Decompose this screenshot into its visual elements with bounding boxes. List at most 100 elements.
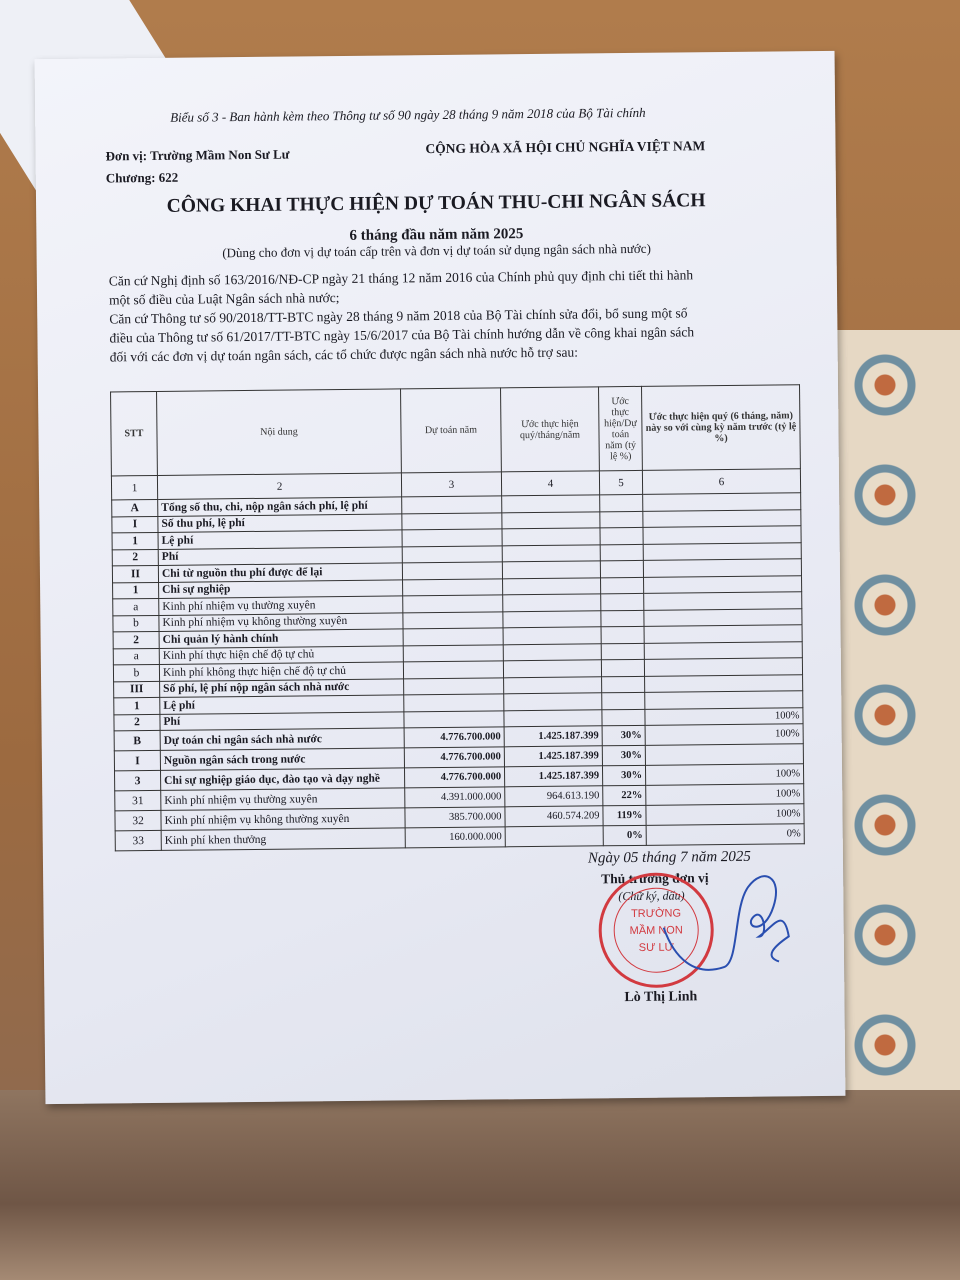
row-actual: 1.425.187.399 bbox=[504, 765, 603, 787]
signer-name: Lò Thị Linh bbox=[624, 989, 698, 1006]
row-yoy: 100% bbox=[645, 763, 804, 786]
row-yoy: 100% bbox=[645, 783, 804, 806]
row-stt: I bbox=[111, 515, 159, 533]
col-header: Ước thực hiện/Dự toán năm (tỷ lệ %) bbox=[598, 386, 643, 471]
row-stt: a bbox=[113, 647, 160, 665]
row-yoy bbox=[644, 657, 803, 676]
row-plan: 4.776.700.000 bbox=[404, 726, 505, 748]
row-ratio bbox=[600, 543, 644, 561]
row-ratio bbox=[600, 593, 644, 611]
row-ratio bbox=[599, 527, 644, 545]
row-plan bbox=[402, 594, 503, 613]
col-number: 5 bbox=[599, 470, 643, 495]
row-actual: 1.425.187.399 bbox=[504, 745, 603, 767]
row-plan bbox=[403, 644, 504, 662]
fabric-foreground bbox=[0, 1090, 960, 1280]
row-yoy: 0% bbox=[646, 823, 805, 846]
row-plan bbox=[402, 561, 503, 580]
row-ratio: 119% bbox=[602, 805, 647, 826]
row-actual bbox=[503, 692, 602, 711]
row-stt: I bbox=[114, 750, 161, 771]
row-stt: 33 bbox=[115, 830, 162, 851]
row-plan bbox=[401, 512, 502, 530]
row-plan bbox=[401, 495, 502, 514]
row-actual bbox=[503, 626, 602, 645]
row-plan bbox=[403, 693, 504, 712]
row-ratio: 30% bbox=[602, 745, 646, 766]
row-stt: a bbox=[112, 598, 159, 616]
row-content: Kinh phí nhiệm vụ thường xuyên bbox=[160, 787, 405, 811]
row-yoy bbox=[645, 743, 804, 766]
table-header-row: STT Nội dung Dự toán năm Ước thực hiện q… bbox=[110, 384, 801, 476]
row-actual bbox=[502, 544, 601, 562]
handwritten-signature bbox=[662, 875, 790, 971]
col-header: Ước thực hiện quý (6 tháng, năm) này so … bbox=[641, 384, 801, 471]
document-page: Biểu số 3 - Ban hành kèm theo Thông tư s… bbox=[34, 50, 846, 1105]
row-yoy: 100% bbox=[645, 723, 804, 746]
row-content: Chi sự nghiệp giáo dục, đào tạo và dạy n… bbox=[160, 767, 405, 791]
row-yoy: 100% bbox=[645, 803, 805, 826]
row-ratio bbox=[600, 576, 644, 594]
col-number: 2 bbox=[157, 472, 402, 500]
row-plan bbox=[402, 545, 503, 563]
row-actual: 460.574.209 bbox=[504, 805, 604, 827]
row-ratio bbox=[599, 510, 643, 528]
form-note: Biểu số 3 - Ban hành kèm theo Thông tư s… bbox=[170, 104, 646, 125]
row-ratio bbox=[600, 609, 645, 627]
row-ratio bbox=[599, 494, 643, 512]
row-yoy bbox=[642, 525, 802, 544]
row-ratio bbox=[600, 560, 644, 578]
row-actual: 964.613.190 bbox=[504, 785, 603, 807]
row-ratio: 30% bbox=[602, 765, 646, 786]
col-number: 4 bbox=[501, 470, 600, 496]
row-ratio bbox=[601, 708, 646, 726]
row-yoy bbox=[644, 674, 803, 693]
row-ratio bbox=[601, 692, 645, 710]
row-stt: III bbox=[113, 680, 160, 698]
row-ratio: 22% bbox=[602, 785, 646, 806]
row-stt: 2 bbox=[112, 548, 159, 566]
row-stt: 32 bbox=[114, 810, 162, 831]
col-header: Dự toán năm bbox=[400, 387, 502, 473]
budget-table: STT Nội dung Dự toán năm Ước thực hiện q… bbox=[110, 384, 805, 851]
row-stt: 2 bbox=[113, 631, 160, 649]
row-actual bbox=[501, 511, 600, 529]
row-actual bbox=[503, 643, 602, 661]
col-header: Nội dung bbox=[156, 388, 402, 476]
row-yoy bbox=[643, 575, 802, 594]
row-stt: b bbox=[112, 614, 160, 632]
col-number: 3 bbox=[401, 471, 502, 497]
row-yoy bbox=[643, 608, 803, 627]
document-title: CÔNG KHAI THỰC HIỆN DỰ TOÁN THU-CHI NGÂN… bbox=[166, 190, 706, 217]
row-stt: 3 bbox=[114, 770, 161, 791]
row-plan bbox=[402, 611, 504, 629]
row-stt: B bbox=[114, 730, 161, 751]
row-actual bbox=[502, 577, 601, 595]
nation-heading: CỘNG HÒA XÃ HỘI CHỦ NGHĨA VIỆT NAM bbox=[425, 138, 706, 157]
row-stt: b bbox=[113, 664, 160, 682]
row-actual bbox=[502, 560, 601, 579]
row-plan: 385.700.000 bbox=[404, 806, 506, 828]
floor-tiles bbox=[830, 330, 960, 1150]
row-stt: 2 bbox=[113, 713, 161, 731]
row-plan: 4.391.000.000 bbox=[404, 786, 505, 808]
row-content: Dự toán chi ngân sách nhà nước bbox=[160, 727, 405, 751]
row-yoy bbox=[644, 690, 803, 709]
row-plan bbox=[403, 677, 504, 695]
row-plan bbox=[403, 660, 504, 679]
row-stt: A bbox=[111, 499, 158, 517]
col-header: Ước thực hiện quý/tháng/năm bbox=[500, 386, 600, 472]
legal-basis: Căn cứ Nghị định số 163/2016/NĐ-CP ngày … bbox=[109, 265, 695, 366]
row-yoy: 100% bbox=[644, 707, 804, 726]
row-content: Kinh phí nhiệm vụ không thường xuyên bbox=[160, 807, 406, 831]
row-content: Kinh phí khen thưởng bbox=[161, 827, 406, 851]
col-header: STT bbox=[110, 391, 158, 476]
row-stt: II bbox=[112, 565, 159, 583]
row-ratio bbox=[601, 642, 645, 660]
row-yoy bbox=[643, 591, 802, 610]
row-actual: 1.425.187.399 bbox=[504, 725, 603, 747]
row-yoy bbox=[642, 509, 801, 528]
unit-name: Đơn vị: Trường Mầm Non Sư Lư bbox=[105, 146, 290, 164]
row-content: Nguồn ngân sách trong nước bbox=[160, 747, 405, 771]
row-plan bbox=[402, 578, 503, 596]
